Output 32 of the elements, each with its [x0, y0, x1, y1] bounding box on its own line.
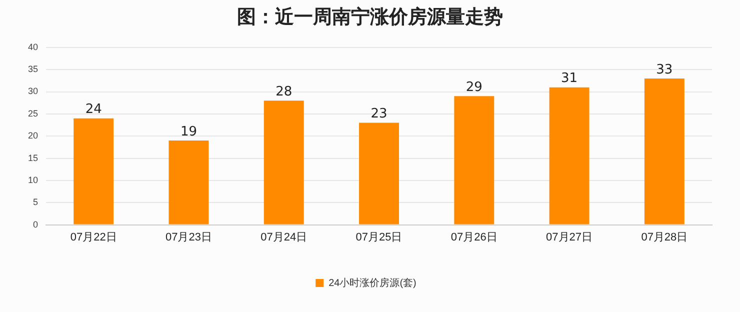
x-tick-label: 07月26日 [450, 231, 498, 244]
x-tick-label: 07月27日 [546, 231, 593, 244]
y-tick-label: 15 [28, 152, 38, 163]
x-tick-label: 07月23日 [165, 231, 212, 244]
data-label: 29 [466, 80, 482, 96]
data-label: 33 [656, 62, 673, 78]
data-label: 24 [85, 102, 102, 118]
data-label: 19 [180, 124, 197, 140]
x-tick-label: 07月24日 [260, 231, 308, 244]
x-tick-label: 07月25日 [356, 231, 402, 244]
bar [359, 122, 399, 224]
y-tick-label: 40 [28, 42, 38, 52]
x-tick-label: 07月22日 [70, 231, 117, 244]
bar [74, 118, 114, 224]
y-tick-label: 10 [28, 174, 38, 185]
y-tick-label: 35 [28, 64, 38, 74]
data-label: 23 [370, 106, 388, 122]
data-label: 28 [276, 84, 292, 100]
bar [454, 96, 494, 224]
y-tick-label: 20 [28, 130, 38, 141]
y-tick-label: 0 [32, 219, 38, 230]
x-tick-label: 07月28日 [641, 231, 688, 244]
y-tick-label: 25 [28, 108, 38, 118]
chart-title: 图：近一周南宁涨价房源量走势 [236, 5, 504, 30]
legend-label: 24小时涨价房源(套) [328, 276, 416, 289]
bar [264, 100, 304, 224]
bar [549, 87, 590, 224]
y-tick-label: 5 [32, 197, 38, 208]
bar [644, 78, 684, 224]
bar [168, 140, 209, 224]
data-label: 31 [561, 71, 578, 86]
y-tick-label: 30 [28, 86, 38, 96]
